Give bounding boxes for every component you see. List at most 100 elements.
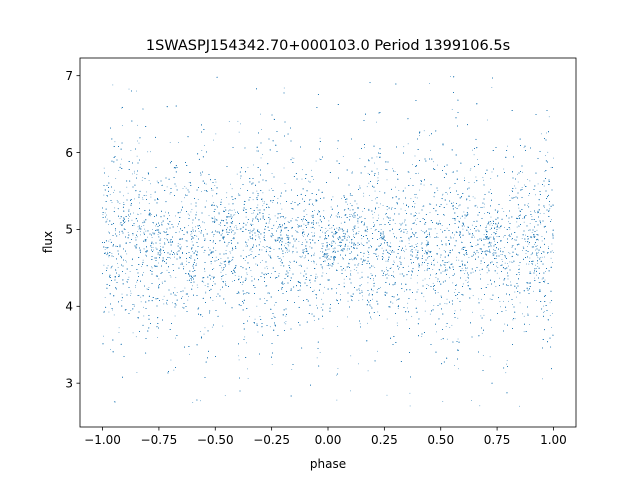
data-point [160,253,162,255]
data-point [415,299,417,301]
data-point [402,222,404,224]
data-point [179,247,181,248]
data-point [361,238,363,240]
data-point [332,196,334,198]
data-point [386,242,387,244]
data-point [374,198,376,200]
data-point [117,263,118,264]
data-point [415,249,417,251]
data-point [142,197,143,199]
data-point [327,245,328,247]
data-point [196,255,198,256]
data-point [488,246,489,248]
data-point [256,150,258,152]
data-point [190,203,192,205]
data-point [279,224,281,226]
data-point [179,256,181,258]
data-point [215,181,217,183]
data-point [179,243,181,245]
data-point [551,250,553,252]
data-point [488,237,490,239]
data-point [497,217,499,219]
data-point [537,262,538,264]
data-point [302,242,303,243]
data-point [347,245,349,247]
data-point [417,275,418,276]
data-point [399,273,401,275]
data-point [544,155,546,157]
data-point [206,200,207,202]
data-point [523,147,525,148]
data-point [326,273,327,274]
data-point [259,232,260,233]
data-point [103,335,104,337]
data-point [506,363,508,365]
data-point [215,205,217,207]
data-point [429,278,431,280]
data-point [422,205,424,207]
data-point [364,222,365,224]
data-point [347,203,348,205]
data-point [419,135,420,136]
data-point [297,232,299,233]
data-point [118,332,120,333]
data-point [440,264,441,266]
data-point [372,213,374,215]
data-point [143,225,145,226]
data-point [244,260,246,261]
data-point [200,400,201,402]
data-point [229,251,231,253]
data-point [346,237,348,238]
data-point [104,297,106,298]
data-point [151,247,152,248]
data-point [197,287,199,288]
data-point [130,310,132,311]
data-point [316,357,318,359]
data-point [449,188,450,190]
data-point [211,232,213,233]
data-point [488,268,490,270]
data-point [293,244,294,246]
data-point [439,256,441,258]
data-point [436,331,437,333]
data-point [131,219,133,221]
data-point [343,282,345,284]
data-point [405,248,407,250]
data-point [322,231,323,233]
data-point [228,121,230,122]
data-point [138,295,140,296]
data-point [533,246,535,248]
data-point [170,359,172,361]
data-point [137,226,139,228]
data-point [205,229,206,230]
data-point [143,248,145,250]
data-point [313,289,315,291]
data-point [361,216,362,218]
data-point [132,173,133,175]
data-point [103,167,105,169]
data-point [112,265,113,267]
data-point [295,230,297,232]
data-point [200,175,202,176]
data-point [314,210,315,211]
data-point [442,401,444,402]
data-point [189,214,190,216]
data-point [476,251,478,253]
data-point [279,261,281,262]
data-point [177,243,179,244]
data-point [536,229,538,231]
data-point [429,212,431,214]
data-point [212,300,214,301]
data-point [213,139,214,141]
data-point [221,263,223,265]
data-point [440,295,442,297]
data-point [226,197,227,198]
data-point [263,274,265,276]
data-point [522,313,523,315]
data-point [350,214,352,215]
data-point [289,268,291,269]
data-point [180,263,181,265]
data-point [448,261,450,263]
data-point [138,142,140,144]
data-point [416,193,417,195]
